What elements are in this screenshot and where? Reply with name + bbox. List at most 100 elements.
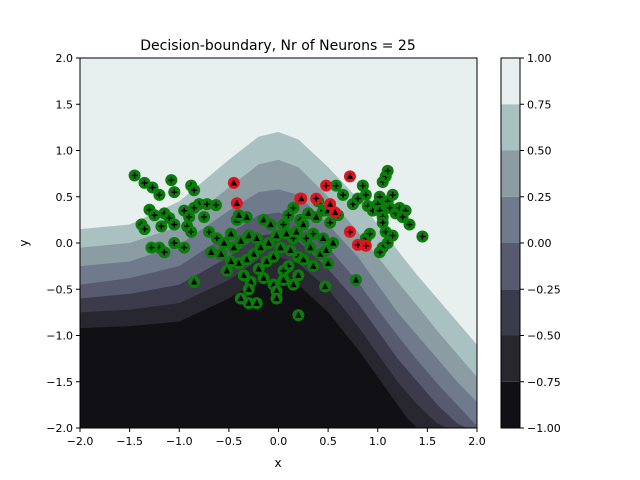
- plus-marker: [379, 219, 386, 226]
- y-tick-label: −0.5: [46, 283, 73, 296]
- x-tick-label: −1.0: [166, 435, 193, 448]
- triangle-marker: [207, 248, 215, 255]
- triangle-marker: [227, 230, 235, 237]
- triangle-marker: [352, 276, 360, 283]
- triangle-marker: [260, 274, 267, 281]
- plus-marker: [333, 182, 340, 189]
- plus-marker: [156, 191, 163, 198]
- colorbar-tick-label: 0.00: [527, 237, 552, 250]
- triangle-marker: [260, 216, 267, 223]
- plus-marker: [186, 214, 193, 221]
- triangle-marker: [265, 239, 272, 246]
- triangle-marker: [273, 294, 280, 302]
- plus-marker: [181, 244, 188, 251]
- triangle-marker: [267, 220, 274, 228]
- triangle-marker: [230, 179, 238, 186]
- triangle-marker: [233, 199, 241, 206]
- plus-marker: [290, 204, 297, 211]
- triangle-marker: [321, 282, 329, 290]
- triangle-marker: [247, 278, 254, 285]
- plus-marker: [141, 226, 148, 233]
- triangle-marker: [287, 246, 294, 253]
- x-axis-ticks: −2.0 −1.5 −1.0 −0.5 0.0 0.5 1.0 1.5 2.0: [67, 428, 486, 448]
- plus-marker: [161, 249, 168, 256]
- triangle-marker: [290, 281, 297, 288]
- colorbar-band: [501, 243, 520, 290]
- triangle-marker: [300, 256, 307, 263]
- triangle-marker: [283, 230, 290, 237]
- plus-marker: [158, 223, 165, 230]
- colorbar-tick-label: 0.75: [527, 98, 552, 111]
- colorbar-band: [501, 104, 520, 151]
- triangle-marker: [305, 209, 312, 216]
- plus-marker: [131, 172, 138, 179]
- triangle-marker: [310, 262, 317, 269]
- triangle-marker: [237, 237, 244, 244]
- x-tick-label: 0.5: [319, 435, 337, 448]
- plus-marker: [141, 179, 148, 186]
- triangle-marker: [273, 287, 280, 294]
- plus-marker: [362, 242, 369, 249]
- plus-marker: [376, 249, 383, 256]
- plus-marker: [181, 207, 188, 214]
- triangle-marker: [324, 259, 332, 266]
- y-tick-label: 1.0: [56, 145, 74, 158]
- x-axis-label: x: [274, 456, 281, 470]
- plus-marker: [386, 204, 393, 211]
- plus-marker: [399, 214, 406, 221]
- y-tick-label: 2.0: [56, 52, 74, 65]
- plus-marker: [354, 195, 361, 202]
- plus-marker: [188, 228, 195, 235]
- colorbar-tick-label: 1.00: [527, 52, 552, 65]
- triangle-marker: [313, 213, 320, 220]
- plus-marker: [171, 189, 178, 196]
- plus-marker: [354, 241, 361, 248]
- triangle-marker: [253, 234, 260, 241]
- plus-marker: [359, 182, 366, 189]
- x-tick-label: 1.5: [419, 435, 437, 448]
- y-tick-label: −1.0: [46, 330, 73, 343]
- plus-marker: [149, 184, 156, 191]
- triangle-marker: [253, 299, 260, 306]
- y-tick-label: 0.5: [56, 191, 74, 204]
- plus-marker: [191, 187, 198, 194]
- triangle-marker: [331, 208, 339, 216]
- triangle-marker: [280, 276, 287, 283]
- triangle-marker: [223, 267, 231, 274]
- triangle-marker: [240, 271, 247, 278]
- plus-marker: [366, 230, 373, 237]
- plus-marker: [148, 244, 155, 251]
- triangle-marker: [235, 211, 242, 218]
- plus-marker: [362, 191, 369, 198]
- triangle-marker: [245, 285, 252, 292]
- plus-marker: [204, 201, 211, 208]
- colorbar-ticks: −1.00 −0.75 −0.50 −0.25 0.00 0.25 0.50 0.75 1.00: [520, 52, 561, 435]
- triangle-marker: [300, 220, 307, 228]
- y-tick-label: 0.0: [56, 237, 74, 250]
- plus-marker: [323, 182, 330, 189]
- plus-marker: [327, 219, 334, 226]
- plus-marker: [171, 221, 178, 228]
- triangle-marker: [293, 228, 300, 235]
- plus-marker: [285, 212, 292, 219]
- colorbar-band: [501, 289, 520, 336]
- plus-marker: [349, 201, 356, 208]
- colorbar-tick-label: −1.00: [527, 422, 561, 435]
- colorbar-tick-label: −0.25: [527, 283, 561, 296]
- plus-marker: [346, 228, 353, 235]
- plus-marker: [280, 267, 287, 274]
- triangle-marker: [220, 239, 228, 246]
- x-tick-label: 0.0: [270, 435, 288, 448]
- triangle-marker: [322, 246, 330, 253]
- plus-marker: [191, 204, 198, 211]
- plus-marker: [406, 221, 413, 228]
- x-tick-label: −2.0: [67, 435, 94, 448]
- colorbar-tick-label: 0.25: [527, 191, 552, 204]
- triangle-marker: [319, 234, 327, 241]
- triangle-marker: [270, 253, 277, 260]
- colorbar-band: [501, 150, 520, 197]
- plus-marker: [212, 202, 219, 209]
- triangle-marker: [263, 257, 270, 265]
- y-tick-label: −1.5: [46, 376, 73, 389]
- triangle-marker: [217, 250, 225, 257]
